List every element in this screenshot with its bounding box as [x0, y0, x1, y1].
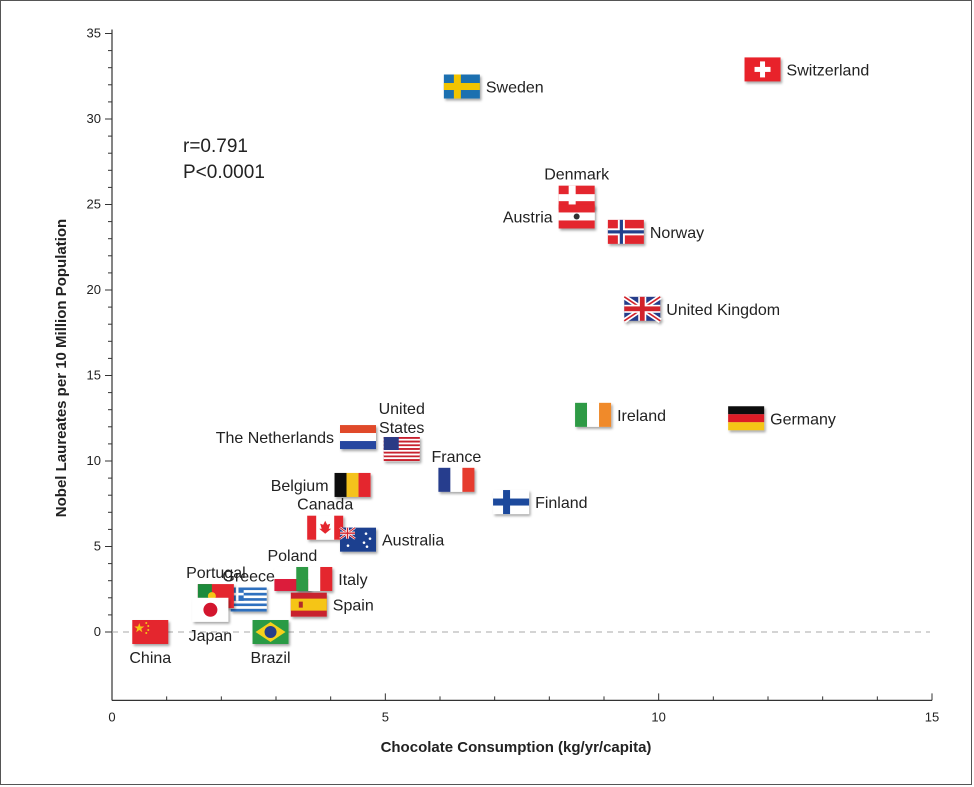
flag-marker-finland: [493, 490, 530, 515]
flag-marker-switzerland: [744, 57, 781, 82]
country-label: Denmark: [544, 167, 610, 184]
flag-marker-germany: [728, 406, 765, 431]
flag-marker-spain: [290, 592, 327, 617]
flag-marker-norway: [607, 219, 644, 244]
country-label: Sweden: [486, 80, 544, 97]
flag-marker-france: [438, 467, 475, 492]
country-label: Greece: [222, 569, 275, 586]
country-label: Italy: [338, 572, 367, 589]
x-tick-label: 0: [108, 709, 115, 724]
x-tick-label: 15: [925, 709, 939, 724]
data-points: Switzerland Sweden Denmark Austria Norway Uni…: [129, 57, 869, 667]
country-label: Switzerland: [787, 62, 870, 79]
country-label: Belgium: [271, 478, 329, 495]
country-label: Finland: [535, 495, 587, 512]
country-label: Poland: [267, 548, 317, 565]
y-tick-label: 35: [87, 26, 101, 41]
flag-marker-greece: [230, 587, 267, 612]
country-label: Austria: [503, 209, 553, 226]
flag-marker-ireland: [575, 402, 612, 427]
y-tick-label: 25: [87, 197, 101, 212]
flag-marker-australia: [339, 526, 376, 552]
country-label: Australia: [382, 533, 444, 550]
country-label: Portugal: [186, 565, 246, 582]
flag-marker-canada: [307, 515, 344, 540]
flag-marker-japan: [192, 597, 229, 622]
y-tick-label: 10: [87, 453, 101, 468]
flag-marker-uk: [622, 294, 662, 323]
flag-marker-sweden: [443, 74, 480, 99]
flag-marker-netherlands: [340, 425, 376, 450]
y-axis-title: Nobel Laureates per 10 Million Populatio…: [53, 219, 70, 517]
p-value-annotation: P<0.0001: [183, 162, 265, 183]
y-tick-label: 30: [87, 111, 101, 126]
axes: 0 5 10 15 20 25 30 35 0 5 10 15: [87, 26, 940, 725]
country-label: Japan: [189, 628, 233, 645]
country-label: Canada: [297, 497, 353, 514]
country-label: The Netherlands: [216, 430, 334, 447]
flag-marker-brazil: [252, 620, 289, 644]
country-label: Germany: [770, 411, 836, 428]
flag-marker-italy: [296, 566, 333, 591]
correlation-annotation: r=0.791: [183, 136, 248, 157]
country-label: Brazil: [251, 650, 291, 667]
flag-marker-china: [132, 620, 169, 644]
country-label: Norway: [650, 225, 704, 242]
flag-marker-belgium: [334, 472, 371, 497]
flag-marker-austria: [558, 204, 595, 229]
x-tick-label: 10: [651, 709, 665, 724]
country-label: Ireland: [617, 408, 666, 425]
flag-marker-usa: [383, 437, 420, 462]
x-axis-title: Chocolate Consumption (kg/yr/capita): [381, 739, 652, 756]
x-tick-label: 5: [382, 709, 389, 724]
country-label: China: [129, 650, 171, 667]
y-tick-label: 15: [87, 368, 101, 383]
country-label: France: [432, 449, 482, 466]
country-label: United Kingdom: [666, 302, 780, 319]
y-tick-label: 0: [94, 624, 101, 639]
country-label: Spain: [333, 598, 374, 615]
y-tick-label: 5: [94, 539, 101, 554]
country-label: United States: [379, 401, 425, 437]
y-tick-label: 20: [87, 282, 101, 297]
